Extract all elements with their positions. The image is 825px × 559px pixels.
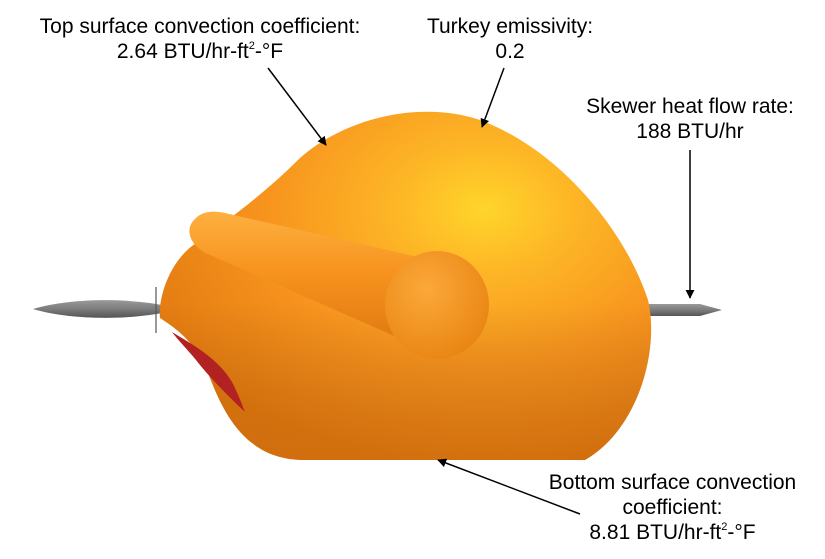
top-convection-arrow [267,67,327,146]
bottom-convection-value: 8.81 BTU/hr-ft2-°F [589,521,756,544]
turkey-underside [172,332,245,412]
left-skewer [33,300,162,318]
top-convection-value: 2.64 BTU/hr-ft2-°F [116,40,284,63]
bottom-convection-label: Bottom surface convection coefficient: 8… [520,470,825,545]
bottom-convection-title-line2: coefficient: [622,496,723,519]
skewer-heat-title: Skewer heat flow rate: [586,95,794,118]
bottom-convection-arrow [437,458,581,515]
emissivity-arrow [480,67,505,128]
top-convection-label: Top surface convection coefficient: 2.64… [0,14,400,64]
skewer-heat-value: 188 BTU/hr [636,120,744,143]
top-convection-title: Top surface convection coefficient: [39,15,361,38]
emissivity-label: Turkey emissivity: 0.2 [405,14,615,64]
bottom-convection-title-line1: Bottom surface convection [548,471,797,494]
turkey-leg [189,211,489,359]
emissivity-value: 0.2 [495,40,525,63]
emissivity-title: Turkey emissivity: [426,15,594,38]
skewer-heat-label: Skewer heat flow rate: 188 BTU/hr [555,94,825,144]
right-skewer [647,304,722,316]
